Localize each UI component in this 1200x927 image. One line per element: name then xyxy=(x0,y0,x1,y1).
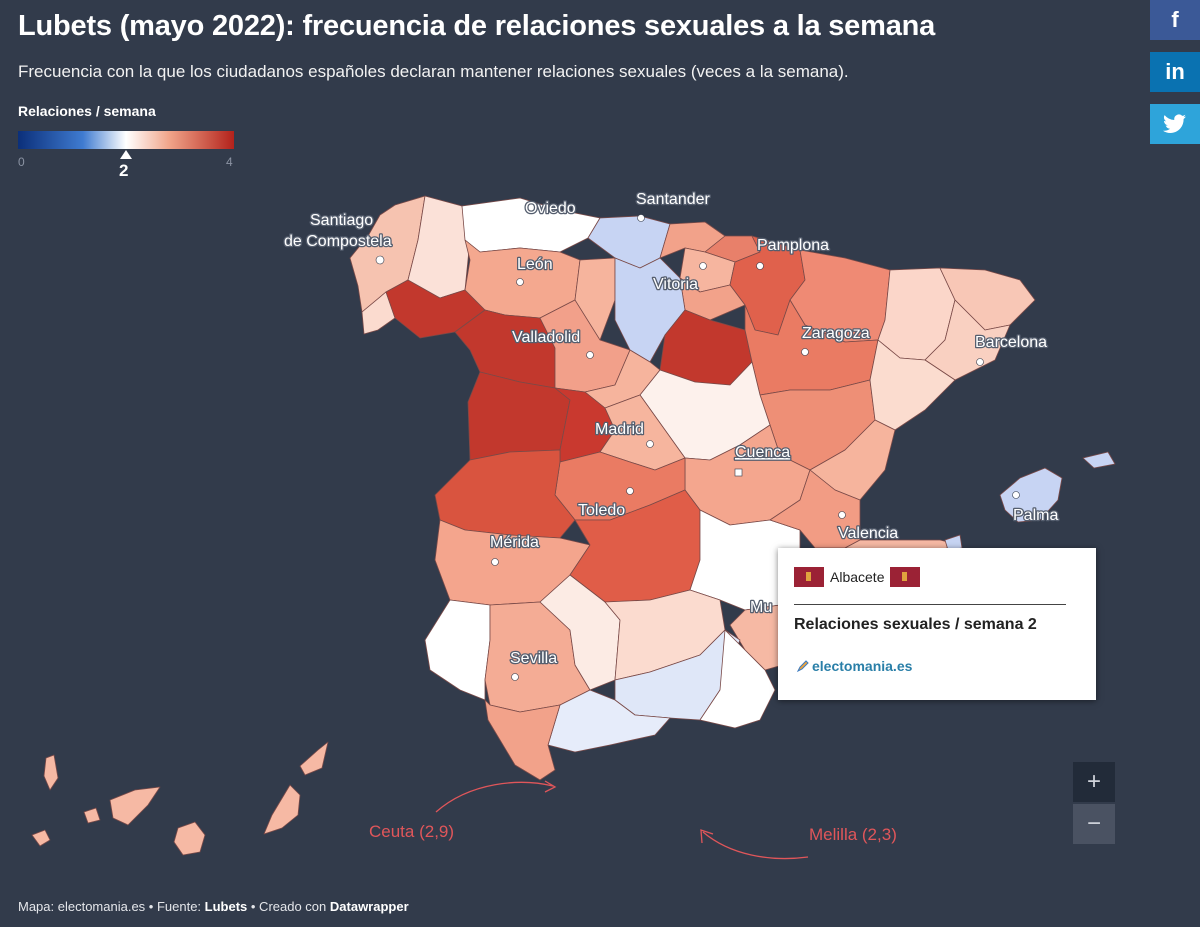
city-label-toledo: Toledo xyxy=(578,502,625,519)
annotation-melilla: Melilla (2,3) xyxy=(809,825,897,844)
twitter-bird-icon xyxy=(1163,114,1186,133)
city-dot-merida xyxy=(491,558,499,566)
region-malaga[interactable] xyxy=(547,689,671,753)
city-label-cuenca: Cuenca xyxy=(735,444,790,461)
city-label-valencia: Valencia xyxy=(838,525,898,542)
region-huelva[interactable] xyxy=(424,599,491,701)
city-dot-cuenca xyxy=(734,468,743,477)
legend-gradient-bar xyxy=(18,131,234,149)
albacete-flag-icon xyxy=(890,567,921,587)
minus-icon: − xyxy=(1086,810,1101,837)
region-pontevedra[interactable] xyxy=(361,291,396,335)
city-label-barcelona: Barcelona xyxy=(975,334,1047,351)
tooltip-divider xyxy=(794,604,1066,605)
footer-created-with: • Creado con xyxy=(247,899,330,914)
city-label-murcia: Mu xyxy=(750,599,772,616)
city-dot-madrid xyxy=(646,440,654,448)
legend-max-label: 4 xyxy=(226,155,233,169)
albacete-flag-icon xyxy=(794,567,824,587)
annotation-ceuta: Ceuta (2,9) xyxy=(369,822,454,841)
ceuta-arrowhead xyxy=(544,780,557,793)
electomania-logo-text: electomania.es xyxy=(812,658,913,674)
legend-title: Relaciones / semana xyxy=(18,103,156,119)
zoom-in-button[interactable]: + xyxy=(1073,762,1115,802)
region-cadiz[interactable] xyxy=(484,699,561,781)
city-label-vitoria: Vitoria xyxy=(653,276,698,293)
region-el-hierro[interactable] xyxy=(31,829,51,847)
ceuta-arrow xyxy=(435,781,554,813)
city-label-pamplona: Pamplona xyxy=(757,237,829,254)
city-dot-valencia xyxy=(838,511,846,519)
linkedin-icon: in xyxy=(1165,59,1185,84)
region-caceres[interactable] xyxy=(434,449,576,539)
city-dot-oviedo xyxy=(524,222,534,232)
tooltip-header: Albacete xyxy=(794,566,921,588)
region-fuerteventura[interactable] xyxy=(263,784,301,835)
city-label-palma: Palma xyxy=(1013,507,1058,524)
city-label-zaragoza: Zaragoza xyxy=(802,325,870,342)
color-legend: Relaciones / semana 0 4 2 xyxy=(18,103,238,183)
linkedin-share-button[interactable]: in xyxy=(1150,52,1200,92)
melilla-arrow xyxy=(702,831,809,860)
city-label-santiago-1: Santiago xyxy=(310,212,373,229)
footer-source-link[interactable]: Lubets xyxy=(204,899,248,914)
facebook-icon: f xyxy=(1171,7,1179,32)
footer-map-credit: Mapa: electomania.es • Fuente: xyxy=(18,899,205,914)
city-dot-sevilla xyxy=(511,673,519,681)
plus-icon: + xyxy=(1086,768,1101,795)
city-label-merida: Mérida xyxy=(490,534,539,551)
city-label-leon: León xyxy=(517,256,553,273)
twitter-share-button[interactable] xyxy=(1150,104,1200,144)
city-dot-vitoria xyxy=(699,262,707,270)
melilla-arrowhead xyxy=(700,829,714,844)
region-zamora[interactable] xyxy=(454,309,556,389)
zoom-out-button[interactable]: − xyxy=(1073,804,1115,844)
city-dot-pamplona xyxy=(756,262,764,270)
region-mallorca[interactable] xyxy=(999,467,1063,523)
region-almeria[interactable] xyxy=(699,629,776,729)
city-label-valladolid: Valladolid xyxy=(512,329,580,346)
electomania-logo: electomania.es xyxy=(796,658,912,674)
city-dot-santiago xyxy=(375,255,385,265)
city-dot-valladolid xyxy=(586,351,594,359)
chart-subtitle: Frecuencia con la que los ciudadanos esp… xyxy=(18,62,849,81)
region-la-gomera[interactable] xyxy=(83,807,101,824)
region-tooltip: Albacete Relaciones sexuales / semana 2 … xyxy=(778,548,1096,700)
region-lanzarote[interactable] xyxy=(299,741,329,776)
region-tenerife[interactable] xyxy=(109,786,161,826)
city-label-santiago-2: de Compostela xyxy=(284,233,392,250)
city-dot-zaragoza xyxy=(801,348,809,356)
city-label-santander: Santander xyxy=(636,191,711,208)
legend-min-label: 0 xyxy=(18,155,25,169)
tooltip-region-name: Albacete xyxy=(830,569,885,585)
chart-title: Lubets (mayo 2022): frecuencia de relaci… xyxy=(18,10,936,42)
city-dot-toledo xyxy=(626,487,634,495)
electomania-pen-icon xyxy=(796,660,809,673)
city-dot-barcelona xyxy=(976,358,984,366)
city-dot-leon xyxy=(516,278,524,286)
footer-credits: Mapa: electomania.es • Fuente: Lubets • … xyxy=(18,899,409,914)
region-gran-canaria[interactable] xyxy=(173,821,206,856)
city-label-sevilla: Sevilla xyxy=(510,650,557,667)
region-menorca[interactable] xyxy=(1082,451,1116,469)
legend-marker-triangle xyxy=(120,150,132,159)
city-dot-santander xyxy=(637,214,645,222)
city-label-madrid: Madrid xyxy=(595,421,644,438)
region-la-palma[interactable] xyxy=(43,754,59,791)
city-dot-palma xyxy=(1012,491,1020,499)
facebook-share-button[interactable]: f xyxy=(1150,0,1200,40)
region-barcelona[interactable] xyxy=(924,299,1011,381)
legend-marker-value: 2 xyxy=(119,161,129,180)
tooltip-metric: Relaciones sexuales / semana 2 xyxy=(794,616,1037,633)
city-label-oviedo: Oviedo xyxy=(525,200,576,217)
footer-datawrapper-link[interactable]: Datawrapper xyxy=(329,899,409,914)
